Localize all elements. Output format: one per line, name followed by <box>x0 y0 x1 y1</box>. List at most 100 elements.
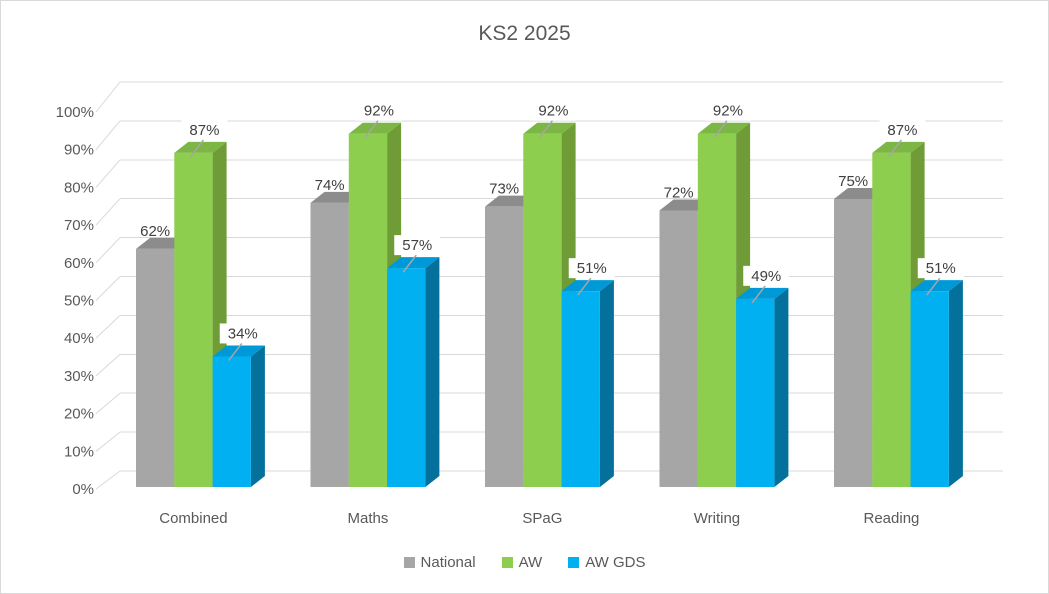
bar-AW-Writing <box>697 133 737 487</box>
bar-AW GDS-Writing <box>736 298 775 487</box>
data-label-bg <box>704 100 751 121</box>
bar-AW GDS-Combined <box>212 356 251 487</box>
y-axis-tick-label: 40% <box>64 330 94 347</box>
x-axis-category-label: Writing <box>694 510 740 527</box>
bar-top-AW-Maths <box>348 122 402 134</box>
bar-National-Combined <box>136 248 175 487</box>
y-axis-tick-line <box>95 120 121 151</box>
data-label-bg <box>181 119 228 140</box>
y-axis-tick-label: 0% <box>72 481 94 498</box>
data-label-bg <box>879 119 926 140</box>
x-axis-category-label: Maths <box>348 510 389 527</box>
data-label: 51% <box>577 260 607 277</box>
data-label-leader-line <box>538 120 554 139</box>
data-label: 87% <box>189 122 219 139</box>
data-label-leader-line <box>751 285 766 304</box>
y-axis-tick-line <box>95 392 121 414</box>
y-axis-tick-line <box>95 159 121 188</box>
data-label-bg <box>530 100 577 121</box>
data-label-bg <box>917 258 964 279</box>
legend-item-aw-gds: AW GDS <box>568 554 645 571</box>
bar-AW GDS-SPaG <box>561 291 600 487</box>
bar-AW-Combined <box>174 152 213 488</box>
y-axis-tick-line <box>95 431 121 452</box>
data-label-bg <box>355 100 402 121</box>
bar-top-AW-Combined <box>174 141 227 153</box>
data-label: 73% <box>489 181 519 198</box>
legend-label-national: National <box>420 554 476 571</box>
data-label: 34% <box>228 325 258 342</box>
legend-label-aw-gds: AW GDS <box>585 554 646 571</box>
bar-side-AW GDS-Maths <box>425 257 440 487</box>
bar-top-AW GDS-Reading <box>910 280 963 292</box>
bar-top-AW-Writing <box>697 122 751 134</box>
data-label: 92% <box>538 103 568 120</box>
bar-side-AW GDS-Reading <box>948 280 963 487</box>
y-axis-tick-label: 10% <box>64 443 94 460</box>
data-label: 49% <box>751 268 781 285</box>
legend-swatch-national <box>403 557 415 568</box>
bar-top-AW-SPaG <box>523 122 576 134</box>
data-label: 57% <box>402 237 432 254</box>
chart-title: KS2 2025 <box>478 22 571 45</box>
chart-legend: National AW AW GDS <box>1 554 1048 571</box>
bar-AW GDS-Reading <box>910 291 949 487</box>
y-axis-tick-line <box>95 470 121 490</box>
bar-top-AW GDS-Combined <box>212 345 265 357</box>
bar-National-SPaG <box>485 206 524 487</box>
y-axis-tick-label: 50% <box>64 293 94 310</box>
y-axis-tick-label: 90% <box>64 142 94 159</box>
data-label: 92% <box>364 103 394 120</box>
bar-side-AW GDS-Combined <box>250 345 265 487</box>
bar-National-Writing <box>659 210 698 487</box>
legend-swatch-aw <box>501 557 513 568</box>
bar-top-AW GDS-SPaG <box>561 280 614 292</box>
data-label-leader-line <box>228 342 243 361</box>
bar-AW GDS-Maths <box>387 268 426 487</box>
y-axis-tick-line <box>95 353 121 377</box>
data-label: 75% <box>838 173 868 190</box>
data-label: 87% <box>887 122 917 139</box>
data-label-leader-line <box>364 120 379 139</box>
data-label-bg <box>394 235 441 256</box>
y-axis-tick-label: 60% <box>64 255 94 272</box>
bar-National-Reading <box>834 199 873 487</box>
legend-item-national: National <box>403 554 476 571</box>
data-label-bg <box>219 323 266 344</box>
data-label-leader-line <box>577 277 592 296</box>
legend-item-aw: AW <box>501 554 543 571</box>
y-axis-tick-line <box>95 276 121 301</box>
bar-side-AW GDS-Writing <box>774 287 789 487</box>
bar-AW-SPaG <box>523 133 562 487</box>
data-label-leader-line <box>189 139 205 158</box>
y-axis-tick-label: 30% <box>64 368 94 385</box>
data-label: 51% <box>926 260 956 277</box>
bar-top-AW-Reading <box>872 141 925 153</box>
bar-National-Maths <box>310 202 349 487</box>
y-axis-tick-line <box>95 198 121 226</box>
x-axis-category-label: SPaG <box>522 510 562 527</box>
data-label-leader-line <box>887 139 903 158</box>
data-label-bg <box>743 265 790 286</box>
y-axis-tick-line <box>95 81 121 113</box>
data-label-leader-line <box>713 120 728 139</box>
data-label: 72% <box>664 185 694 202</box>
data-label-bg <box>568 258 615 279</box>
bar-side-AW GDS-SPaG <box>599 280 614 487</box>
y-axis-tick-label: 80% <box>64 179 94 196</box>
y-axis-tick-label: 20% <box>64 406 94 423</box>
data-label: 92% <box>713 103 743 120</box>
data-label-leader-line <box>402 254 417 273</box>
y-axis-tick-line <box>95 315 121 339</box>
y-axis-tick-label: 100% <box>56 104 94 121</box>
data-label-leader-line <box>926 277 941 296</box>
x-axis-category-label: Reading <box>864 510 920 527</box>
legend-label-aw: AW <box>518 554 543 571</box>
bar-AW-Reading <box>872 152 911 488</box>
y-axis-tick-label: 70% <box>64 217 94 234</box>
legend-swatch-aw-gds <box>568 557 580 568</box>
x-axis-category-label: Combined <box>159 510 227 527</box>
bar-top-AW GDS-Maths <box>387 257 440 269</box>
